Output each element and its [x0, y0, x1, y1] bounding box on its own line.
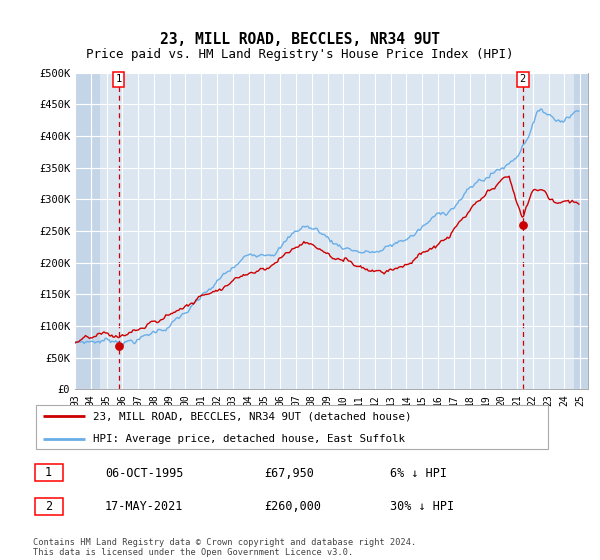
Text: 1: 1	[116, 74, 122, 84]
Text: Contains HM Land Registry data © Crown copyright and database right 2024.
This d: Contains HM Land Registry data © Crown c…	[33, 538, 416, 557]
Bar	[574, 73, 588, 389]
Point	[518, 220, 527, 229]
Text: 23, MILL ROAD, BECCLES, NR34 9UT: 23, MILL ROAD, BECCLES, NR34 9UT	[160, 32, 440, 48]
Text: 30% ↓ HPI: 30% ↓ HPI	[390, 500, 454, 514]
FancyBboxPatch shape	[35, 464, 62, 481]
Bar	[75, 73, 100, 389]
Text: 06-OCT-1995: 06-OCT-1995	[105, 466, 184, 480]
Text: £260,000: £260,000	[264, 500, 321, 514]
FancyBboxPatch shape	[35, 405, 548, 449]
Text: 2: 2	[45, 500, 52, 513]
Text: 2: 2	[520, 74, 526, 84]
Point	[114, 342, 124, 351]
Text: 6% ↓ HPI: 6% ↓ HPI	[390, 466, 447, 480]
Text: 1: 1	[45, 466, 52, 479]
Text: 17-MAY-2021: 17-MAY-2021	[105, 500, 184, 514]
Text: Price paid vs. HM Land Registry's House Price Index (HPI): Price paid vs. HM Land Registry's House …	[86, 48, 514, 60]
FancyBboxPatch shape	[35, 498, 62, 515]
Text: HPI: Average price, detached house, East Suffolk: HPI: Average price, detached house, East…	[92, 434, 404, 444]
Text: £67,950: £67,950	[264, 466, 314, 480]
Text: 23, MILL ROAD, BECCLES, NR34 9UT (detached house): 23, MILL ROAD, BECCLES, NR34 9UT (detach…	[92, 411, 411, 421]
